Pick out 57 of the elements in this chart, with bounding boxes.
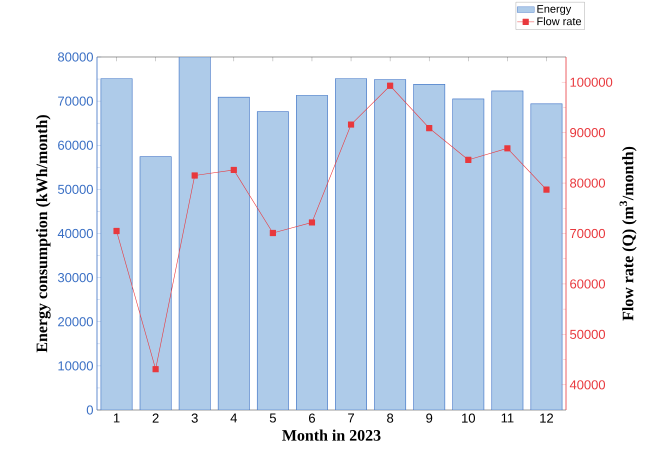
x-tick-label: 6 bbox=[309, 414, 315, 423]
y2-tick-label: 100000 bbox=[570, 78, 612, 87]
bar bbox=[178, 56, 211, 410]
x-tick-label: 11 bbox=[502, 414, 514, 422]
x-tick-label: 5 bbox=[270, 414, 276, 423]
point bbox=[348, 121, 354, 128]
bar bbox=[413, 84, 446, 410]
bar bbox=[296, 95, 328, 410]
bar bbox=[530, 103, 562, 410]
point bbox=[270, 230, 276, 236]
point bbox=[230, 166, 237, 174]
y2-tick-label: 90000 bbox=[570, 128, 606, 138]
y-tick-label: 10000 bbox=[58, 361, 93, 370]
point bbox=[504, 145, 510, 152]
legend-label: Flow rate bbox=[537, 17, 582, 26]
point bbox=[543, 186, 550, 193]
x-tick-label: 7 bbox=[348, 414, 354, 422]
x-tick-label: 4 bbox=[230, 414, 238, 422]
x-tick-label: 12 bbox=[540, 414, 554, 423]
y-tick-label: 40000 bbox=[58, 228, 93, 238]
x-tick-label: 10 bbox=[462, 414, 475, 423]
point bbox=[426, 125, 432, 132]
bar bbox=[374, 79, 406, 410]
point bbox=[152, 366, 159, 372]
legend-label: Energy bbox=[537, 5, 572, 15]
y-tick-label: 70000 bbox=[58, 96, 93, 106]
point bbox=[465, 156, 472, 163]
bar bbox=[491, 90, 524, 410]
y2-axis-title: Flow rate (Q) (m$^{3}$/month) bbox=[620, 146, 637, 321]
x-tick-label: 8 bbox=[387, 414, 394, 423]
y2-tick-label: 80000 bbox=[570, 178, 606, 188]
y2-tick-label: 70000 bbox=[570, 228, 606, 238]
bar bbox=[256, 111, 289, 410]
bar bbox=[218, 96, 250, 410]
point bbox=[192, 172, 198, 179]
point bbox=[308, 219, 316, 226]
y-tick-label: 30000 bbox=[58, 273, 93, 282]
y2-tick-label: 40000 bbox=[570, 380, 606, 390]
y2-tick-label: 50000 bbox=[570, 330, 606, 339]
point bbox=[387, 82, 394, 89]
bar bbox=[452, 98, 484, 410]
x-tick-label: 3 bbox=[192, 414, 198, 423]
y-tick-label: 80000 bbox=[58, 52, 93, 62]
y-tick-label: 50000 bbox=[58, 184, 93, 194]
point bbox=[113, 228, 120, 234]
bar bbox=[140, 156, 172, 410]
bar bbox=[100, 78, 132, 410]
y-tick-label: 60000 bbox=[58, 140, 93, 150]
x-tick-label: 1 bbox=[114, 414, 120, 422]
y-tick-label: 0 bbox=[86, 405, 93, 415]
x-axis-title: Month in 2023 bbox=[282, 430, 381, 441]
y-tick-label: 20000 bbox=[58, 317, 93, 326]
bar bbox=[335, 78, 367, 410]
y2-tick-label: 60000 bbox=[570, 279, 606, 289]
y-axis-title: Energy consumption (kWh/month) bbox=[36, 115, 51, 352]
x-tick-label: 2 bbox=[152, 414, 159, 423]
x-tick-label: 9 bbox=[426, 414, 432, 423]
